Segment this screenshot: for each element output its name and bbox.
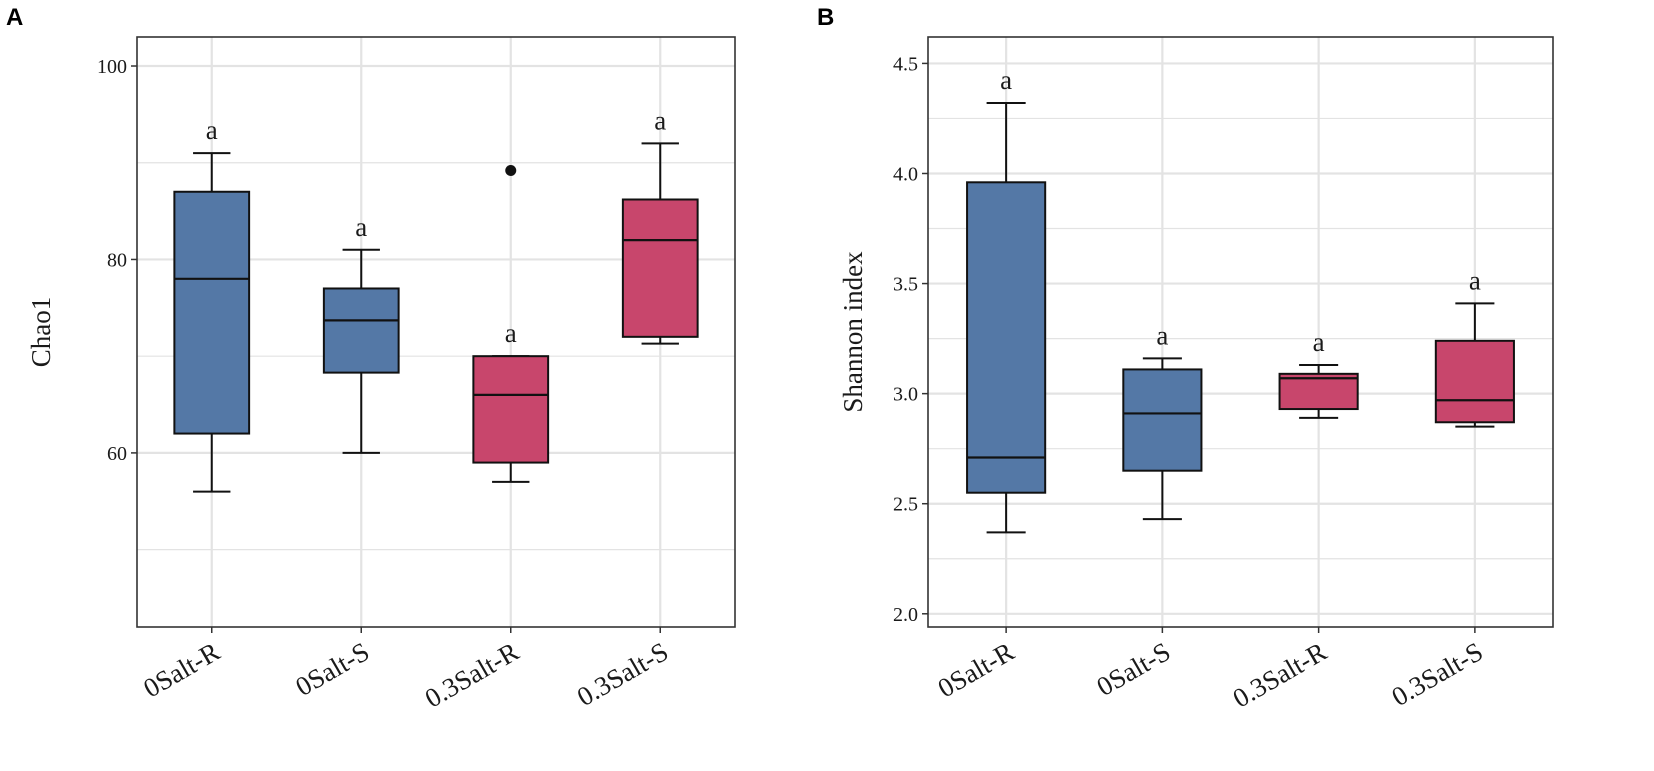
iqr-box <box>1278 372 1359 411</box>
shannon-boxplot-panel: a a a a 2.0 2.5 3.0 3.5 4.0 4.5 0Salt-R 0Salt-S 0.3S… <box>838 36 1554 714</box>
box-0.3Salt-S: a <box>621 105 699 345</box>
y-tick-label: 100 <box>97 56 127 78</box>
y-tick-label: 4.0 <box>893 163 918 185</box>
iqr-box <box>621 198 699 338</box>
iqr-box <box>966 181 1047 494</box>
iqr-box <box>322 287 400 374</box>
box-0Salt-S: a <box>1122 320 1203 521</box>
box-0Salt-S: a <box>322 212 400 454</box>
x-tick-label: 0Salt-R <box>933 636 1019 703</box>
y-tick-label: 4.5 <box>893 53 918 75</box>
y-tick-label: 60 <box>107 443 127 465</box>
box-0.3Salt-R: a <box>1278 327 1359 419</box>
x-tick-label: 0.3Salt-R <box>1228 636 1332 713</box>
x-tick-label: 0.3Salt-R <box>420 636 524 713</box>
significance-letter: a <box>206 115 218 145</box>
panel-letter-a: A <box>6 4 23 31</box>
y-axis-label: Chao1 <box>26 297 56 368</box>
x-tick-label: 0Salt-R <box>138 636 224 703</box>
iqr-box <box>472 355 550 464</box>
x-tick-label: 0.3Salt-S <box>1386 636 1487 712</box>
y-tick-label: 2.5 <box>893 494 918 516</box>
plot-frame <box>136 36 736 628</box>
x-tick-label: 0.3Salt-S <box>572 636 673 712</box>
significance-letter: a <box>1313 327 1325 357</box>
chao1-boxplot-panel: a a a a 60 80 100 0Salt-R 0Salt-S 0.3Salt-R 0.3Sal… <box>26 36 736 714</box>
y-tick-label: 3.5 <box>893 274 918 296</box>
y-tick-label: 2.0 <box>893 604 918 626</box>
box-0Salt-R: a <box>966 65 1047 534</box>
box-0Salt-R: a <box>173 115 251 493</box>
significance-letter: a <box>355 212 367 242</box>
box-0.3Salt-R: a <box>472 164 550 483</box>
significance-letter: a <box>505 318 517 348</box>
box-0.3Salt-S: a <box>1434 265 1515 428</box>
significance-letter: a <box>1000 65 1012 95</box>
significance-letter: a <box>1469 265 1481 295</box>
iqr-box <box>1434 339 1515 424</box>
outlier-point <box>505 164 517 176</box>
y-axis-label: Shannon index <box>838 251 868 413</box>
significance-letter: a <box>1156 320 1168 350</box>
plot-frame <box>927 36 1554 628</box>
iqr-box <box>1122 368 1203 472</box>
y-tick-label: 3.0 <box>893 384 918 406</box>
x-tick-label: 0Salt-S <box>290 636 374 702</box>
significance-letter: a <box>654 105 666 135</box>
panel-letter-b: B <box>817 4 834 31</box>
x-tick-label: 0Salt-S <box>1092 636 1176 702</box>
y-tick-label: 80 <box>107 249 127 271</box>
iqr-box <box>173 190 251 435</box>
